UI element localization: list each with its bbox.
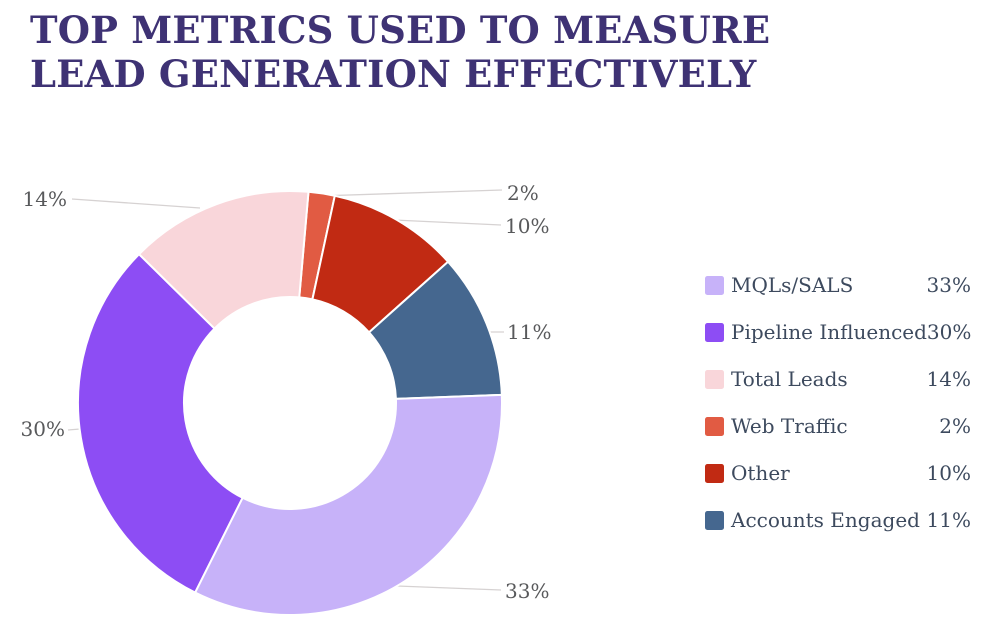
callout-total-leads: 14% <box>22 187 67 211</box>
legend: MQLs/SALS 33% Pipeline Influenced 30% To… <box>705 271 971 534</box>
legend-label: MQLs/SALS <box>731 273 854 297</box>
legend-swatch-other <box>705 463 724 483</box>
donut-slice-pipeline-influenced <box>77 253 244 594</box>
page-title-line2: LEAD GENERATION EFFECTIVELY <box>30 52 757 96</box>
legend-value: 11% <box>926 508 971 532</box>
legend-swatch-accounts-engaged <box>705 510 724 530</box>
legend-swatch-web-traffic <box>705 416 724 436</box>
legend-label: Other <box>731 461 790 485</box>
legend-row-web-traffic: Web Traffic 2% <box>705 412 971 440</box>
legend-value: 33% <box>926 273 971 297</box>
legend-swatch-total-leads <box>705 369 724 389</box>
donut-slice-total-leads <box>138 190 310 330</box>
legend-label: Total Leads <box>731 367 848 391</box>
leader-line-mqls <box>396 585 502 591</box>
leader-line-other <box>393 219 502 226</box>
donut-slice-mqls-sals <box>194 393 503 616</box>
legend-row-accounts-engaged: Accounts Engaged 11% <box>705 506 971 534</box>
callout-web-traffic: 2% <box>507 181 539 205</box>
leader-lines <box>67 189 504 591</box>
legend-value: 14% <box>926 367 971 391</box>
callout-mqls: 33% <box>505 579 550 603</box>
leader-line-web-traffic <box>317 189 503 197</box>
donut-slices <box>77 190 503 616</box>
legend-value: 10% <box>926 461 971 485</box>
legend-value: 30% <box>926 320 972 344</box>
page-title: TOP METRICS USED TO MEASURE LEAD GENERAT… <box>30 8 770 96</box>
legend-value: 2% <box>939 414 971 438</box>
legend-label: Web Traffic <box>731 414 848 438</box>
callout-accounts-engaged: 11% <box>507 320 552 344</box>
legend-label: Accounts Engaged <box>731 508 920 532</box>
leader-line-total-leads <box>71 198 201 209</box>
legend-row-other: Other 10% <box>705 459 971 487</box>
legend-row-pipeline: Pipeline Influenced 30% <box>705 318 971 346</box>
page-title-line1: TOP METRICS USED TO MEASURE <box>30 8 771 52</box>
callout-other: 10% <box>505 214 550 238</box>
legend-row-total-leads: Total Leads 14% <box>705 365 971 393</box>
legend-swatch-pipeline <box>705 322 724 342</box>
leader-line-pipeline <box>67 428 81 431</box>
callout-pipeline: 30% <box>20 417 65 441</box>
legend-swatch-mqls <box>705 275 724 295</box>
legend-row-mqls: MQLs/SALS 33% <box>705 271 971 299</box>
legend-label: Pipeline Influenced <box>731 320 927 344</box>
